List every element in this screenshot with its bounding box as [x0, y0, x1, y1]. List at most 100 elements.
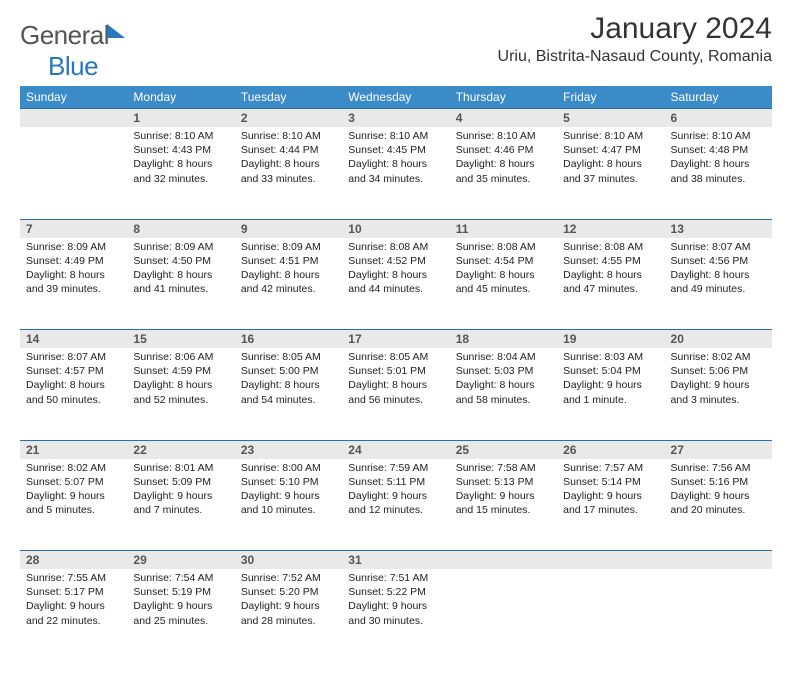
day-cell: Sunrise: 8:00 AMSunset: 5:10 PMDaylight:…: [235, 459, 342, 551]
day-header: Saturday: [665, 86, 772, 109]
day-details: Sunrise: 8:03 AMSunset: 5:04 PMDaylight:…: [557, 348, 664, 413]
sunset-line: Sunset: 4:55 PM: [563, 255, 641, 267]
sunset-line: Sunset: 5:03 PM: [456, 365, 534, 377]
page-title: January 2024: [498, 12, 772, 46]
sunrise-line: Sunrise: 7:56 AM: [671, 462, 751, 474]
day-cell: Sunrise: 8:09 AMSunset: 4:49 PMDaylight:…: [20, 238, 127, 330]
day-details: Sunrise: 8:05 AM Sunset: 5:01 PM Daylight:…: [342, 348, 449, 413]
day-details: Sunrise: 8:08 AMSunset: 4:55 PMDaylight:…: [557, 238, 664, 303]
day-details: Sunrise: 8:10 AMSunset: 4:44 PMDaylight:…: [235, 127, 342, 192]
day-number-cell: 13: [665, 219, 772, 238]
day-details: Sunrise: 7:57 AMSunset: 5:14 PMDaylight:…: [557, 459, 664, 524]
day-number-cell: 10: [342, 219, 449, 238]
location-text: Uriu, Bistrita-Nasaud County, Romania: [498, 48, 772, 66]
day-cell: [20, 127, 127, 219]
day-cell: Sunrise: 8:03 AMSunset: 5:04 PMDaylight:…: [557, 348, 664, 440]
sunset-line: Sunset: 4:54 PM: [456, 255, 534, 267]
day-cell: Sunrise: 7:51 AMSunset: 5:22 PMDaylight:…: [342, 569, 449, 661]
day-details: Sunrise: 8:00 AMSunset: 5:10 PMDaylight:…: [235, 459, 342, 524]
day-number-cell: 30: [235, 551, 342, 570]
daylight-line: Daylight: 8 hours and 56 minutes.: [348, 379, 427, 405]
day-cell: [557, 569, 664, 661]
brand-part2: Blue: [48, 51, 98, 81]
day-cell: Sunrise: 8:09 AMSunset: 4:51 PMDaylight:…: [235, 238, 342, 330]
day-details: Sunrise: 8:10 AMSunset: 4:46 PMDaylight:…: [450, 127, 557, 192]
sunset-line: Sunset: 5:00 PM: [241, 365, 319, 377]
day-cell: Sunrise: 8:10 AMSunset: 4:44 PMDaylight:…: [235, 127, 342, 219]
day-number-row: 14151617181920: [20, 330, 772, 349]
daylight-line: Daylight: 8 hours and 34 minutes.: [348, 158, 427, 184]
day-number-cell: 4: [450, 109, 557, 128]
day-number-cell: 11: [450, 219, 557, 238]
day-cell: Sunrise: 8:04 AMSunset: 5:03 PMDaylight:…: [450, 348, 557, 440]
daylight-line: Daylight: 8 hours and 47 minutes.: [563, 269, 642, 295]
day-number-cell: 20: [665, 330, 772, 349]
sunset-line: Sunset: 5:17 PM: [26, 586, 104, 598]
sunrise-line: Sunrise: 8:08 AM: [348, 241, 428, 253]
daylight-line: Daylight: 9 hours and 17 minutes.: [563, 490, 642, 516]
sunset-line: Sunset: 5:09 PM: [133, 476, 211, 488]
day-details: Sunrise: 8:10 AMSunset: 4:48 PMDaylight:…: [665, 127, 772, 192]
day-number-row: 21222324252627: [20, 440, 772, 459]
sunset-line: Sunset: 4:48 PM: [671, 144, 749, 156]
sunrise-line: Sunrise: 8:02 AM: [26, 462, 106, 474]
day-number-cell: 14: [20, 330, 127, 349]
day-cell: [665, 569, 772, 661]
day-details: Sunrise: 8:10 AMSunset: 4:43 PMDaylight:…: [127, 127, 234, 192]
day-number-cell: 17: [342, 330, 449, 349]
sunrise-line: Sunrise: 8:10 AM: [241, 130, 321, 142]
day-cell: Sunrise: 8:08 AMSunset: 4:54 PMDaylight:…: [450, 238, 557, 330]
day-cell: Sunrise: 8:10 AMSunset: 4:48 PMDaylight:…: [665, 127, 772, 219]
sunset-line: Sunset: 5:04 PM: [563, 365, 641, 377]
header: General Blue January 2024 Uriu, Bistrita…: [20, 12, 772, 82]
sunrise-line: Sunrise: 7:55 AM: [26, 572, 106, 584]
day-cell: Sunrise: 8:10 AMSunset: 4:46 PMDaylight:…: [450, 127, 557, 219]
day-header: Sunday: [20, 86, 127, 109]
sunset-line: Sunset: 4:52 PM: [348, 255, 426, 267]
sunrise-line: Sunrise: 7:57 AM: [563, 462, 643, 474]
day-details: Sunrise: 8:09 AMSunset: 4:51 PMDaylight:…: [235, 238, 342, 303]
sunset-line: Sunset: 4:57 PM: [26, 365, 104, 377]
sunrise-line: Sunrise: 8:10 AM: [671, 130, 751, 142]
sunset-line: Sunset: 4:43 PM: [133, 144, 211, 156]
day-cell: Sunrise: 8:08 AMSunset: 4:55 PMDaylight:…: [557, 238, 664, 330]
day-cell: Sunrise: 7:57 AMSunset: 5:14 PMDaylight:…: [557, 459, 664, 551]
sunrise-line: Sunrise: 7:51 AM: [348, 572, 428, 584]
day-details: Sunrise: 8:08 AMSunset: 4:52 PMDaylight:…: [342, 238, 449, 303]
day-cell: Sunrise: 7:55 AMSunset: 5:17 PMDaylight:…: [20, 569, 127, 661]
day-cell: Sunrise: 8:02 AMSunset: 5:06 PMDaylight:…: [665, 348, 772, 440]
sunrise-line: Sunrise: 8:00 AM: [241, 462, 321, 474]
brand-triangle-icon: [107, 24, 125, 38]
day-header: Friday: [557, 86, 664, 109]
day-number-cell: 3: [342, 109, 449, 128]
sunrise-line: Sunrise: 8:04 AM: [456, 351, 536, 363]
sunrise-line: Sunrise: 7:54 AM: [133, 572, 213, 584]
sunset-line: Sunset: 4:45 PM: [348, 144, 426, 156]
day-cell: Sunrise: 8:09 AMSunset: 4:50 PMDaylight:…: [127, 238, 234, 330]
day-cell: Sunrise: 7:56 AMSunset: 5:16 PMDaylight:…: [665, 459, 772, 551]
daylight-line: Daylight: 9 hours and 28 minutes.: [241, 600, 320, 626]
daylight-line: Daylight: 8 hours and 49 minutes.: [671, 269, 750, 295]
sunrise-line: Sunrise: 7:52 AM: [241, 572, 321, 584]
sunrise-line: Sunrise: 7:58 AM: [456, 462, 536, 474]
day-number-cell: [450, 551, 557, 570]
sunset-line: Sunset: 4:59 PM: [133, 365, 211, 377]
sunset-line: Sunset: 4:49 PM: [26, 255, 104, 267]
sunrise-line: Sunrise: 8:10 AM: [348, 130, 428, 142]
day-number-cell: 25: [450, 440, 557, 459]
day-header: Thursday: [450, 86, 557, 109]
sunrise-line: Sunrise: 8:05 AM: [348, 351, 428, 363]
day-number-cell: 23: [235, 440, 342, 459]
sunset-line: Sunset: 5:01 PM: [348, 365, 426, 377]
brand-text: General Blue: [20, 20, 125, 82]
sunset-line: Sunset: 5:07 PM: [26, 476, 104, 488]
day-cell: Sunrise: 7:54 AMSunset: 5:19 PMDaylight:…: [127, 569, 234, 661]
day-number-cell: 19: [557, 330, 664, 349]
sunrise-line: Sunrise: 8:02 AM: [671, 351, 751, 363]
day-body-row: Sunrise: 8:07 AMSunset: 4:57 PMDaylight:…: [20, 348, 772, 440]
day-details: Sunrise: 7:54 AMSunset: 5:19 PMDaylight:…: [127, 569, 234, 634]
sunset-line: Sunset: 5:06 PM: [671, 365, 749, 377]
day-cell: Sunrise: 8:05 AM Sunset: 5:01 PM Daylight:…: [342, 348, 449, 440]
day-number-cell: 27: [665, 440, 772, 459]
day-number-cell: [557, 551, 664, 570]
